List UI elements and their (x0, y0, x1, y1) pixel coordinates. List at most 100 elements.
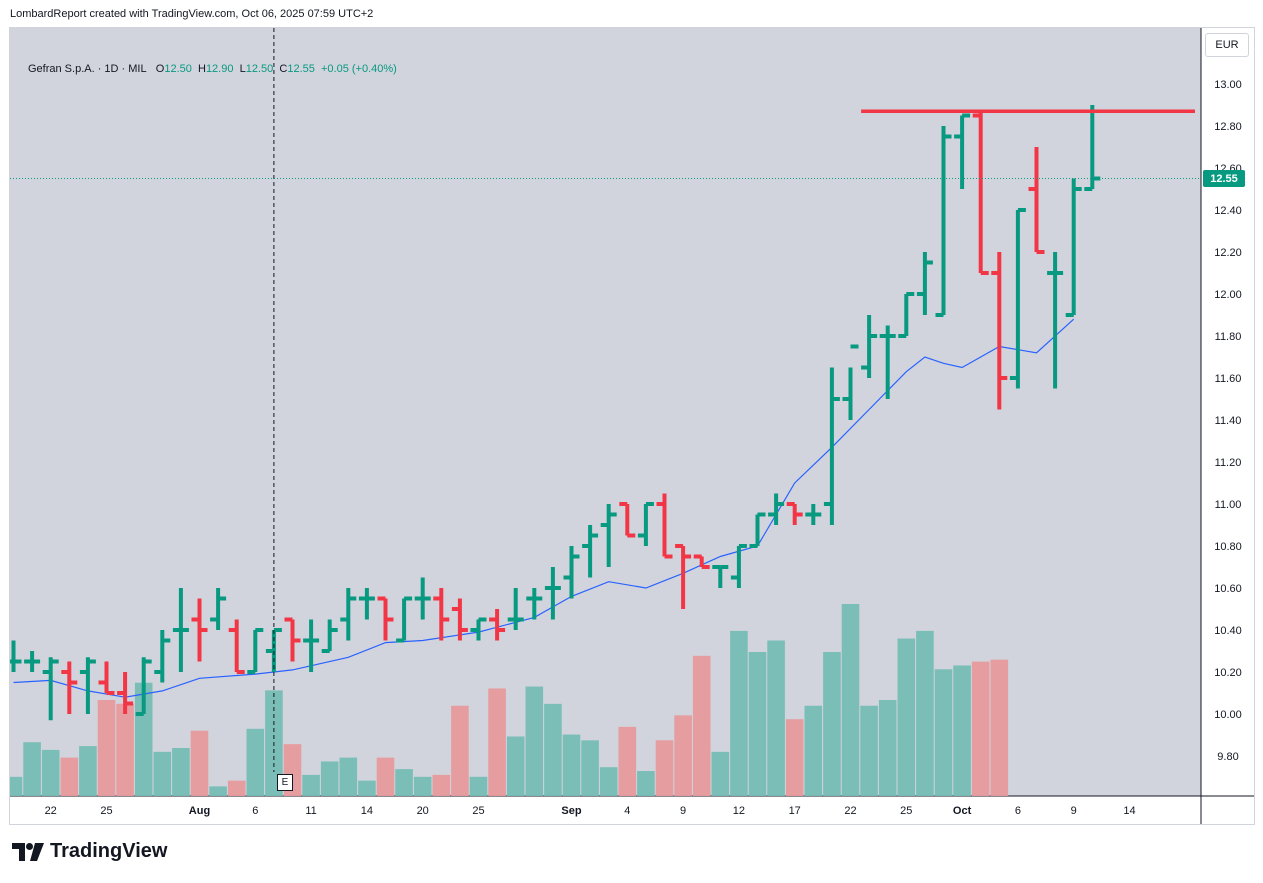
time-tick-label: 14 (1123, 805, 1135, 817)
time-tick-label: 17 (789, 805, 801, 817)
ohlc-bar (24, 651, 41, 672)
ohlc-bar (507, 588, 524, 630)
volume-bar (599, 767, 618, 796)
price-tick-label: 10.60 (1214, 583, 1242, 595)
price-axis: 13.0012.8012.6012.4012.2012.0011.8011.60… (1214, 79, 1242, 763)
ohlc-bar (935, 126, 952, 317)
volume-bar (767, 640, 785, 796)
ohlc-bar (358, 588, 375, 620)
ohlc-bar (582, 525, 599, 578)
ohlc-bar (1028, 147, 1045, 254)
ohlc-bar (396, 596, 413, 643)
volume-bar (971, 661, 990, 796)
tradingview-wordmark: TradingView (50, 840, 168, 862)
price-tick-label: 11.00 (1215, 499, 1242, 511)
moving-average (13, 318, 1075, 698)
time-tick-label: 6 (1015, 805, 1021, 817)
chart-attribution: LombardReport created with TradingView.c… (10, 8, 374, 20)
ohlc-bar (210, 588, 227, 630)
ohlc-bar (470, 617, 487, 641)
ohlc-bar (172, 588, 189, 672)
price-tick-label: 10.00 (1214, 709, 1242, 721)
ohlc-bar (321, 619, 338, 653)
time-tick-label: 22 (844, 805, 856, 817)
time-tick-label: 22 (45, 805, 57, 817)
ohlc-bar (749, 512, 766, 548)
ohlc-bar (563, 546, 580, 599)
volume-bar (897, 638, 916, 796)
earnings-marker[interactable]: E (277, 774, 293, 791)
price-tick-label: 10.20 (1214, 667, 1242, 679)
volume-bar (655, 740, 674, 796)
price-tick-label: 12.00 (1214, 289, 1242, 301)
volume-bar (934, 669, 953, 796)
time-tick-label: 6 (252, 805, 258, 817)
currency-button[interactable]: EUR (1205, 33, 1249, 57)
ohlc-bar (842, 344, 859, 420)
time-axis: 22 25 Aug 6 11 14 20 25 Sep 4 9 12 17 22 25 Oct 6 9 14 (45, 805, 1136, 817)
ohlc-bar (526, 588, 543, 620)
volume-bar (916, 630, 934, 796)
time-tick-label: Aug (189, 805, 210, 817)
volume-bar (395, 769, 413, 796)
volume-bar (227, 780, 246, 796)
ohlc-bar (79, 657, 96, 714)
ohlc-bar (247, 628, 264, 674)
chart-container[interactable]: 13.00 12.80 12.60 12.40 12.20 12.00 11.80 11.60… (9, 27, 1255, 825)
ohlc-bar (805, 504, 822, 525)
ohlc-chart[interactable]: 13.0012.8012.6012.4012.2012.0011.8011.60… (10, 28, 1254, 824)
price-tick-label: 13.00 (1214, 79, 1242, 91)
volume-bar (23, 742, 41, 796)
price-tick-label: 12.20 (1214, 247, 1242, 259)
time-tick-label: 9 (1071, 805, 1077, 817)
symbol-info: Gefran S.p.A. · 1D · MIL (28, 63, 147, 75)
last-price-badge: 12.55 (1203, 170, 1245, 187)
volume-bar (376, 757, 395, 796)
price-bars (10, 105, 1101, 721)
volume-bar (10, 776, 23, 796)
time-tick-label: 25 (100, 805, 112, 817)
high-value: 12.90 (205, 63, 234, 75)
volume-bar (79, 746, 97, 796)
ohlc-bar (693, 554, 710, 569)
ohlc-bar (61, 661, 78, 714)
time-tick-label: 9 (680, 805, 686, 817)
ohlc-bar (154, 630, 171, 683)
volume-bar (358, 780, 376, 796)
ohlc-legend: Gefran S.p.A. · 1D · MIL O12.50 H12.90 L… (28, 63, 397, 75)
volume-bar (60, 757, 79, 796)
volume-bar (469, 776, 488, 796)
volume-bar (544, 703, 562, 796)
volume-bar (302, 774, 320, 796)
volume-bar (990, 659, 1009, 796)
time-tick-label: 20 (417, 805, 429, 817)
ohlc-bar (377, 596, 394, 641)
price-tick-label: 10.80 (1214, 541, 1242, 553)
ohlc-bar (135, 657, 152, 716)
ohlc-bar (712, 565, 729, 588)
time-tick-label: 25 (900, 805, 912, 817)
ohlc-bar (768, 493, 785, 525)
ohlc-bar (10, 640, 22, 672)
volume-bar (637, 771, 655, 796)
ohlc-bar (619, 502, 636, 538)
price-tick-label: 9.80 (1217, 751, 1238, 763)
volume-bar (785, 719, 804, 796)
ohlc-bar (433, 588, 450, 641)
volume-bar (674, 715, 692, 796)
volume-bar (562, 734, 581, 796)
volume-bar (153, 751, 172, 796)
ohlc-bar (1065, 178, 1082, 317)
ohlc-bar (284, 617, 301, 662)
volume-bar (451, 705, 469, 796)
volume-bar (618, 726, 637, 796)
ohlc-bar (1047, 252, 1064, 389)
volume-bar (190, 730, 209, 796)
volume-bar (841, 604, 860, 796)
tradingview-logo-icon (12, 842, 44, 861)
ohlc-bar (489, 609, 506, 641)
volume-bar (860, 705, 878, 796)
ohlc-bar (730, 544, 747, 588)
open-label: O (155, 63, 165, 75)
ohlc-bar (898, 292, 915, 338)
